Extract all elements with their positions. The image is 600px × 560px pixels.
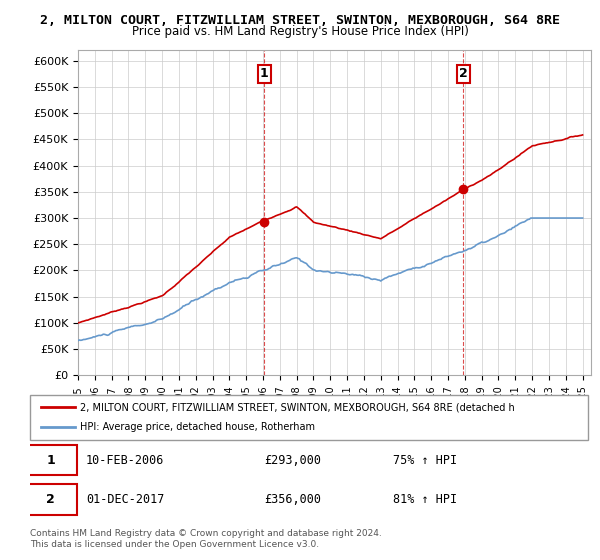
Text: 2, MILTON COURT, FITZWILLIAM STREET, SWINTON, MEXBOROUGH, S64 8RE: 2, MILTON COURT, FITZWILLIAM STREET, SWI… <box>40 14 560 27</box>
Text: 2: 2 <box>459 67 468 81</box>
Text: 01-DEC-2017: 01-DEC-2017 <box>86 493 164 506</box>
Text: £356,000: £356,000 <box>265 493 322 506</box>
Text: Contains HM Land Registry data © Crown copyright and database right 2024.: Contains HM Land Registry data © Crown c… <box>30 529 382 538</box>
Text: 2, MILTON COURT, FITZWILLIAM STREET, SWINTON, MEXBOROUGH, S64 8RE (detached h: 2, MILTON COURT, FITZWILLIAM STREET, SWI… <box>80 402 515 412</box>
Text: 2: 2 <box>46 493 55 506</box>
Text: This data is licensed under the Open Government Licence v3.0.: This data is licensed under the Open Gov… <box>30 540 319 549</box>
FancyBboxPatch shape <box>25 484 77 515</box>
Text: £293,000: £293,000 <box>265 454 322 466</box>
Text: 81% ↑ HPI: 81% ↑ HPI <box>392 493 457 506</box>
Text: 1: 1 <box>46 454 55 466</box>
Text: HPI: Average price, detached house, Rotherham: HPI: Average price, detached house, Roth… <box>80 422 315 432</box>
FancyBboxPatch shape <box>30 395 588 440</box>
Text: 75% ↑ HPI: 75% ↑ HPI <box>392 454 457 466</box>
Text: 1: 1 <box>260 67 269 81</box>
FancyBboxPatch shape <box>25 445 77 475</box>
Text: Price paid vs. HM Land Registry's House Price Index (HPI): Price paid vs. HM Land Registry's House … <box>131 25 469 38</box>
Text: 10-FEB-2006: 10-FEB-2006 <box>86 454 164 466</box>
